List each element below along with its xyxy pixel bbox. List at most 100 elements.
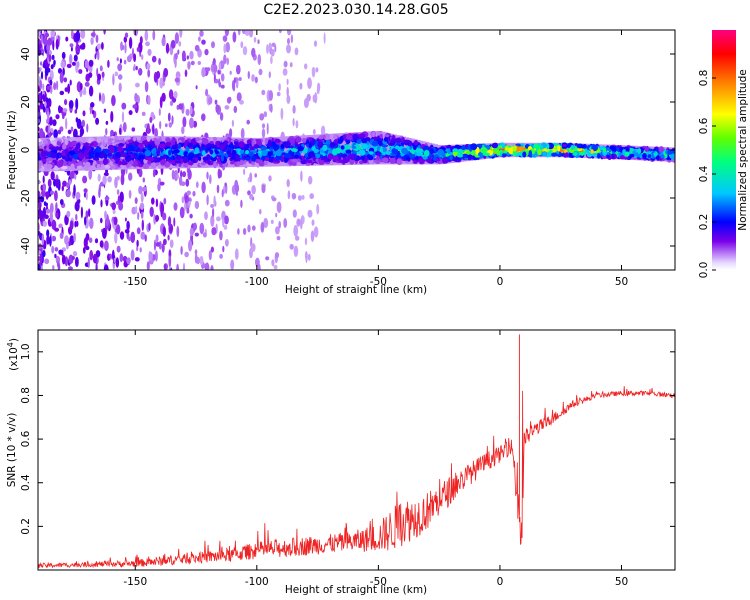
noise-blob	[158, 58, 162, 65]
noise-blob	[202, 232, 207, 238]
band-blob	[356, 156, 362, 161]
noise-blob	[40, 71, 44, 80]
noise-blob	[193, 222, 197, 231]
band-blob	[107, 140, 111, 146]
noise-blob	[140, 211, 144, 219]
noise-blob	[308, 175, 313, 185]
band-blob	[187, 161, 194, 166]
band-blob	[62, 143, 67, 150]
spectrogram-panel: -150 -100 -50 0 50 -40 -20 0 20 40 Height of str…	[6, 29, 676, 296]
band-blob	[551, 152, 559, 157]
noise-blob	[115, 257, 120, 268]
band-blob	[198, 156, 202, 161]
noise-blob	[95, 34, 99, 43]
noise-blob	[155, 214, 160, 222]
band-blob	[368, 159, 374, 165]
noise-blob	[49, 202, 54, 214]
noise-blob	[240, 128, 245, 140]
noise-blob	[81, 119, 86, 128]
band-blob	[168, 149, 172, 156]
band-blob	[61, 165, 68, 170]
band-blob	[359, 160, 364, 165]
band-blob	[371, 131, 376, 138]
noise-blob	[192, 190, 196, 197]
band-blob	[152, 147, 157, 154]
band-blob	[295, 136, 302, 143]
band-blob	[319, 154, 323, 158]
band-blob	[413, 160, 418, 164]
noise-blob	[171, 169, 175, 180]
x-tick-label: 50	[615, 276, 628, 288]
noise-blob	[186, 207, 190, 214]
noise-blob	[123, 36, 128, 43]
noise-blob	[223, 224, 228, 230]
band-blob	[419, 158, 424, 165]
band-blob	[528, 150, 533, 157]
band-blob	[248, 151, 254, 157]
noise-blob	[164, 263, 167, 270]
noise-blob	[181, 50, 186, 61]
noise-blob	[128, 110, 133, 116]
noise-blob	[271, 42, 276, 47]
noise-blob	[69, 54, 73, 65]
band-blob	[301, 137, 307, 143]
noise-blob	[252, 74, 255, 80]
noise-blob	[68, 100, 74, 109]
band-blob	[291, 148, 297, 152]
band-blob	[461, 144, 466, 151]
noise-blob	[251, 225, 256, 231]
band-blob	[223, 140, 229, 144]
noise-blob	[286, 94, 291, 104]
noise-blob	[168, 122, 172, 128]
noise-blob	[194, 200, 200, 210]
noise-blob	[87, 257, 90, 269]
noise-blob	[69, 220, 74, 231]
noise-blob	[115, 224, 121, 235]
noise-blob	[70, 126, 74, 132]
noise-blob	[278, 221, 282, 229]
noise-blob	[117, 74, 123, 80]
noise-blob	[304, 237, 308, 246]
noise-blob	[84, 81, 90, 87]
noise-blob	[65, 117, 68, 130]
noise-blob	[100, 217, 103, 224]
y-tick-label: 20	[20, 95, 32, 108]
noise-blob	[136, 227, 141, 235]
noise-blob	[88, 208, 91, 218]
noise-blob	[49, 211, 53, 223]
noise-blob	[270, 48, 275, 57]
noise-blob	[201, 113, 206, 122]
band-halo	[207, 137, 211, 168]
band-blob	[442, 157, 448, 164]
noise-blob	[204, 48, 209, 56]
band-blob	[154, 139, 161, 146]
spectrogram-y-label: Frequency (Hz)	[6, 110, 18, 189]
band-blob	[322, 144, 328, 152]
band-blob	[307, 151, 315, 158]
noise-blob	[181, 196, 185, 204]
noise-blob	[183, 202, 187, 212]
spectrogram-y-ticks: -40 -20 0 20 40	[20, 47, 675, 255]
noise-blob	[59, 72, 64, 84]
noise-blob	[287, 30, 292, 36]
band-blob	[312, 156, 317, 161]
noise-blob	[259, 113, 265, 121]
noise-blob	[66, 210, 71, 218]
band-blob	[181, 137, 185, 143]
noise-blob	[61, 51, 66, 60]
noise-blob	[233, 77, 236, 84]
noise-blob	[198, 36, 201, 42]
noise-blob	[50, 128, 54, 133]
noise-blob	[232, 81, 236, 92]
band-blob	[175, 154, 182, 161]
noise-blob	[124, 229, 130, 234]
noise-blob	[237, 30, 241, 36]
noise-blob	[232, 31, 237, 43]
noise-blob	[233, 105, 238, 114]
noise-blob	[261, 184, 266, 194]
noise-blob	[247, 177, 250, 183]
noise-blob	[82, 247, 86, 254]
noise-blob	[53, 178, 57, 187]
band-blob	[468, 155, 474, 160]
noise-blob	[165, 42, 170, 54]
